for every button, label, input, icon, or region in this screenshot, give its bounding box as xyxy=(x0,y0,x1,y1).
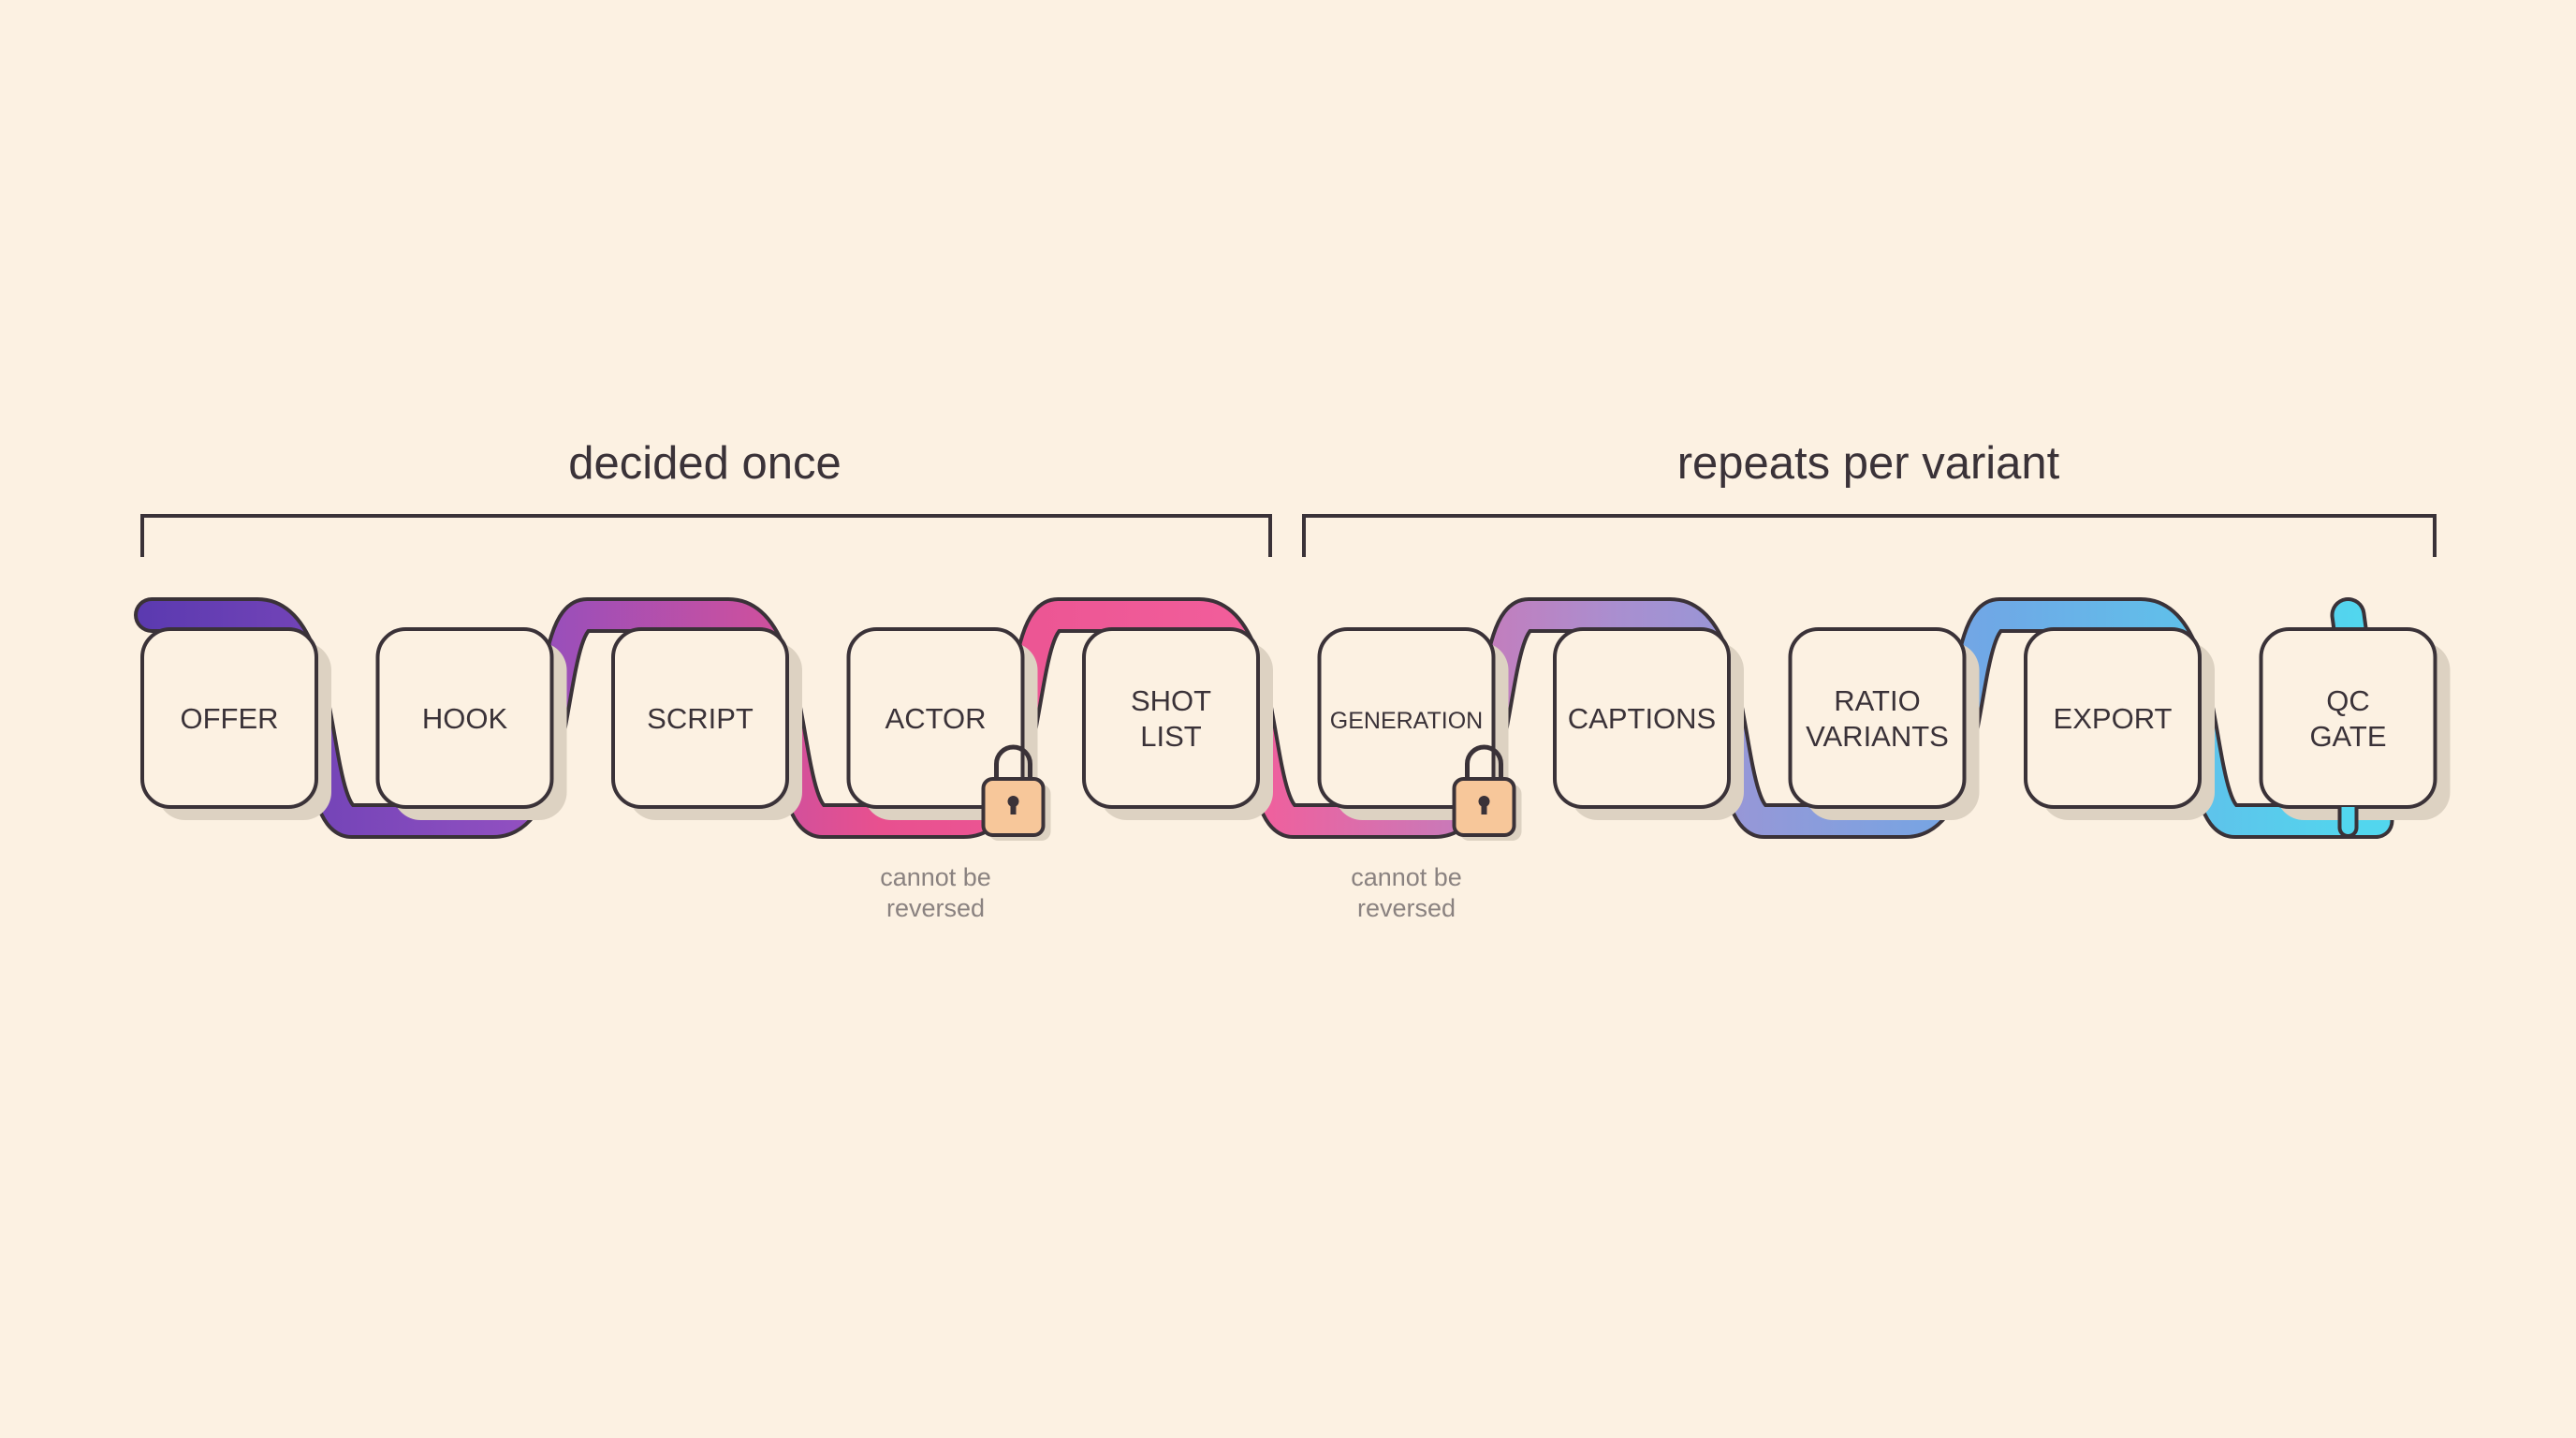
stage-label: CAPTIONS xyxy=(1568,702,1716,735)
padlock-icon xyxy=(1452,744,1522,841)
stage-offer: OFFER xyxy=(140,627,331,820)
group-label-repeats-per-variant: repeats per variant xyxy=(1677,438,2060,489)
stage-label: VARIANTS xyxy=(1806,720,1949,753)
flow-end-cap xyxy=(2337,807,2359,838)
stage-label: LIST xyxy=(1140,720,1202,753)
stage-export: EXPORT xyxy=(2024,627,2215,820)
stage-label: RATIO xyxy=(1834,684,1920,717)
stage-label: ACTOR xyxy=(886,702,987,735)
irreversible-note: reversed xyxy=(1357,894,1456,922)
stage-captions: CAPTIONS xyxy=(1553,627,1744,820)
stage-label: GENERATION xyxy=(1330,708,1483,734)
stage-label: OFFER xyxy=(180,702,278,735)
irreversible-note: cannot be xyxy=(880,863,991,891)
irreversible-note: reversed xyxy=(886,894,985,922)
irreversible-note: cannot be xyxy=(1351,863,1462,891)
stage-label: QC xyxy=(2326,684,2370,717)
stage-label: SHOT xyxy=(1131,684,1211,717)
bracket-decided-once xyxy=(140,514,1272,557)
stage-label: SCRIPT xyxy=(647,702,754,735)
stage-label: GATE xyxy=(2309,720,2386,753)
stage-label: HOOK xyxy=(422,702,508,735)
stage-script: SCRIPT xyxy=(611,627,802,820)
stage-hook: HOOK xyxy=(375,627,567,820)
group-label-decided-once: decided once xyxy=(568,438,842,489)
stage-label: EXPORT xyxy=(2054,702,2173,735)
padlock-icon xyxy=(981,744,1051,841)
bracket-repeats-per-variant xyxy=(1302,514,2437,557)
